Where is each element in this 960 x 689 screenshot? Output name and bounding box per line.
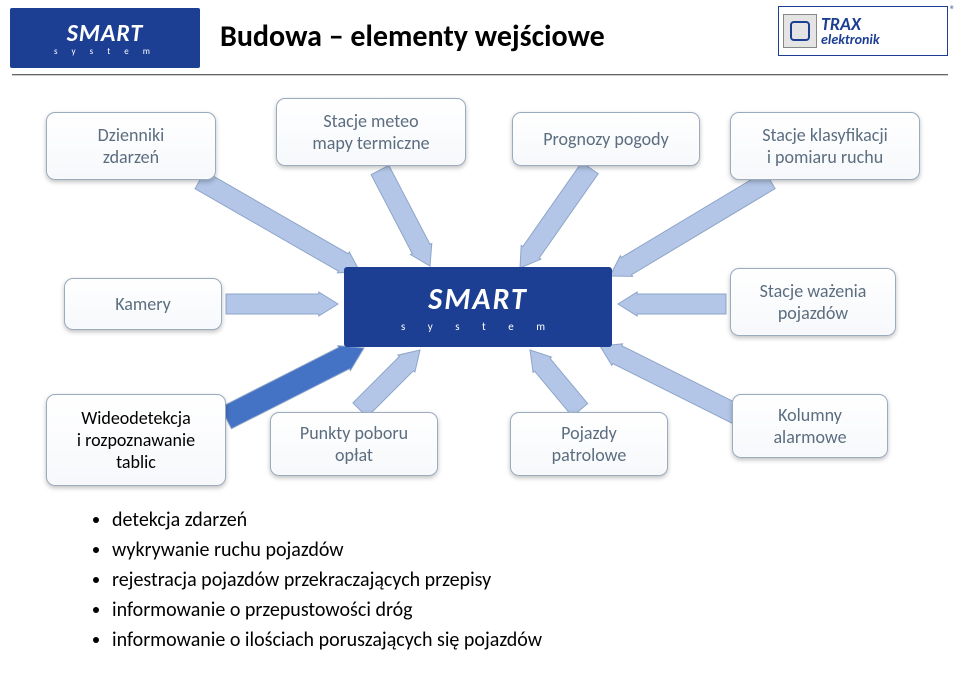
arrow-5	[618, 292, 726, 316]
center-main: SMART	[428, 281, 528, 318]
bullet-1: wykrywanie ruchu pojazdów	[112, 535, 542, 565]
bullet-4: informowanie o ilościach poruszających s…	[112, 625, 542, 655]
arrow-1	[371, 165, 432, 266]
node-punkty: Punkty poboru opłat	[270, 412, 438, 476]
header-divider	[12, 74, 948, 76]
page-title: Budowa – elementy wejściowe	[220, 18, 605, 55]
registered-icon: ®	[950, 3, 955, 16]
node-dzienniki: Dzienniki zdarzeń	[46, 112, 216, 180]
node-kamery: Kamery	[64, 278, 222, 330]
arrow-8	[530, 350, 588, 416]
node-wideo: Wideodetekcja i rozpoznawanie tablic	[46, 394, 226, 486]
node-klas: Stacje klasyfikacji i pomiaru ruchu	[730, 112, 920, 180]
arrow-0	[195, 171, 360, 273]
trax-icon	[783, 14, 817, 48]
node-prognozy: Prognozy pogody	[512, 112, 700, 166]
center-sub: s y s t e m	[401, 320, 555, 333]
bullet-list: detekcja zdarzeńwykrywanie ruchu pojazdó…	[90, 505, 542, 655]
node-pojazdy: Pojazdy patrolowe	[510, 412, 668, 476]
arrow-7	[353, 350, 420, 417]
arrow-3	[610, 171, 775, 276]
logo-smart-sub: s y s t e m	[54, 46, 156, 57]
node-kolumny: Kolumny alarmowe	[732, 394, 888, 458]
trax-line2: elektronik	[821, 33, 880, 47]
logo-trax: TRAX elektronik ®	[778, 6, 948, 56]
arrow-2	[520, 162, 598, 268]
arrow-4	[226, 292, 338, 316]
bullet-3: informowanie o przepustowości dróg	[112, 595, 542, 625]
logo-smart-main: SMART	[67, 19, 144, 48]
logo-smart: SMART s y s t e m	[10, 8, 200, 68]
node-meteo: Stacje meteo mapy termiczne	[276, 98, 466, 166]
node-wazenie: Stacje ważenia pojazdów	[730, 268, 896, 336]
center-logo: SMART s y s t e m	[344, 267, 612, 347]
bullet-0: detekcja zdarzeń	[112, 505, 542, 535]
bullet-2: rejestracja pojazdów przekraczających pr…	[112, 565, 542, 595]
